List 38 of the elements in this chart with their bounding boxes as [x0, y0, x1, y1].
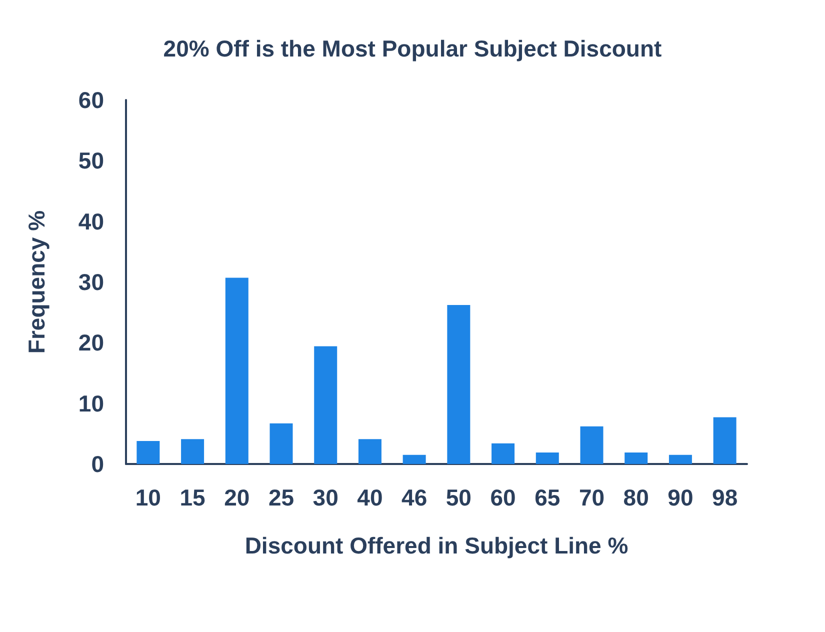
x-tick-label: 50: [446, 484, 472, 510]
x-tick-label: 80: [623, 484, 649, 510]
x-tick-label: 70: [578, 484, 605, 510]
x-tick-label: 98: [712, 484, 738, 510]
bar: [314, 346, 338, 464]
bar: [624, 452, 648, 464]
bar: [181, 439, 204, 464]
bar: [270, 423, 293, 464]
x-tick-label: 90: [668, 484, 694, 510]
x-tick-label: 15: [180, 484, 206, 510]
bar: [225, 278, 248, 464]
y-tick-label: 20: [78, 330, 104, 356]
bar: [492, 443, 515, 464]
y-tick-label: 10: [78, 390, 104, 416]
x-tick-label: 60: [490, 484, 516, 510]
y-tick-label: 50: [78, 148, 104, 174]
x-tick-label: 65: [534, 484, 560, 510]
x-axis-title: Discount Offered in Subject Line %: [244, 532, 628, 558]
bar: [447, 305, 470, 464]
y-tick-label: 60: [78, 87, 104, 113]
y-tick-label: 0: [91, 451, 104, 477]
bar: [136, 440, 160, 464]
y-tick-label: 30: [78, 269, 104, 295]
x-tick-label: 30: [312, 484, 338, 510]
x-tick-label: 10: [135, 484, 161, 510]
x-tick-label: 40: [357, 484, 383, 510]
x-tick-label: 46: [402, 484, 428, 510]
y-axis-title: Frequency %: [24, 210, 50, 354]
bar: [713, 417, 736, 464]
bar: [580, 426, 604, 464]
y-tick-label: 40: [78, 208, 104, 234]
x-tick-label: 25: [268, 484, 294, 510]
bar: [668, 454, 692, 464]
bar: [358, 439, 382, 464]
bar: [536, 452, 559, 464]
bar: [402, 454, 426, 464]
x-tick-label: 20: [224, 484, 250, 510]
chart-title: 20% Off is the Most Popular Subject Discount: [163, 36, 662, 62]
